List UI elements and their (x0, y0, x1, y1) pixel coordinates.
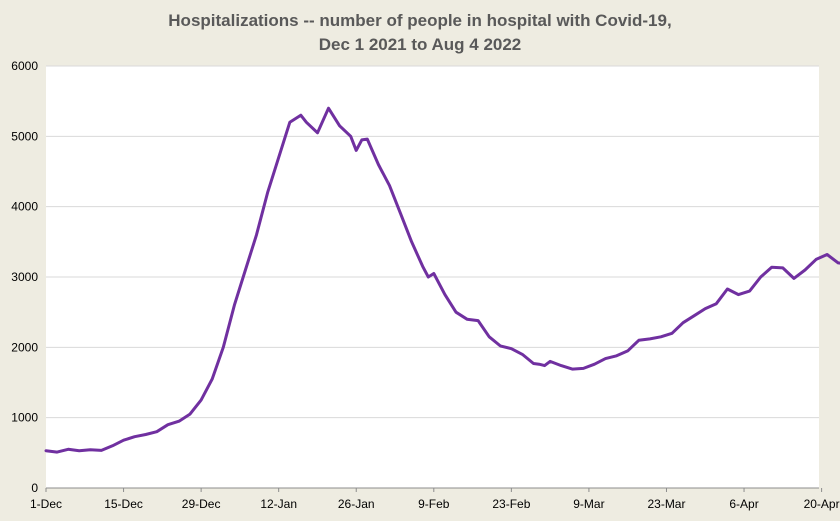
y-tick-label: 6000 (11, 59, 38, 73)
chart-title-line-1: Hospitalizations -- number of people in … (168, 11, 672, 30)
x-tick-label: 9-Feb (418, 497, 450, 511)
x-tick-label: 29-Dec (182, 497, 221, 511)
x-tick-label: 1-Dec (30, 497, 62, 511)
x-tick-label: 23-Feb (492, 497, 530, 511)
chart-title-line-2: Dec 1 2021 to Aug 4 2022 (318, 35, 522, 54)
y-tick-label: 1000 (11, 411, 38, 425)
x-tick-label: 23-Mar (647, 497, 685, 511)
y-tick-label: 5000 (11, 129, 38, 143)
y-tick-label: 2000 (11, 340, 38, 354)
x-tick-label: 6-Apr (729, 497, 758, 511)
y-tick-label: 0 (31, 481, 38, 495)
y-tick-label: 4000 (11, 200, 38, 214)
x-tick-label: 12-Jan (260, 497, 297, 511)
x-tick-label: 9-Mar (573, 497, 604, 511)
x-tick-label: 20-Apr (804, 497, 840, 511)
y-tick-label: 3000 (11, 270, 38, 284)
x-tick-label: 26-Jan (338, 497, 375, 511)
hospitalizations-line (44, 106, 840, 454)
x-tick-label: 15-Dec (104, 497, 143, 511)
